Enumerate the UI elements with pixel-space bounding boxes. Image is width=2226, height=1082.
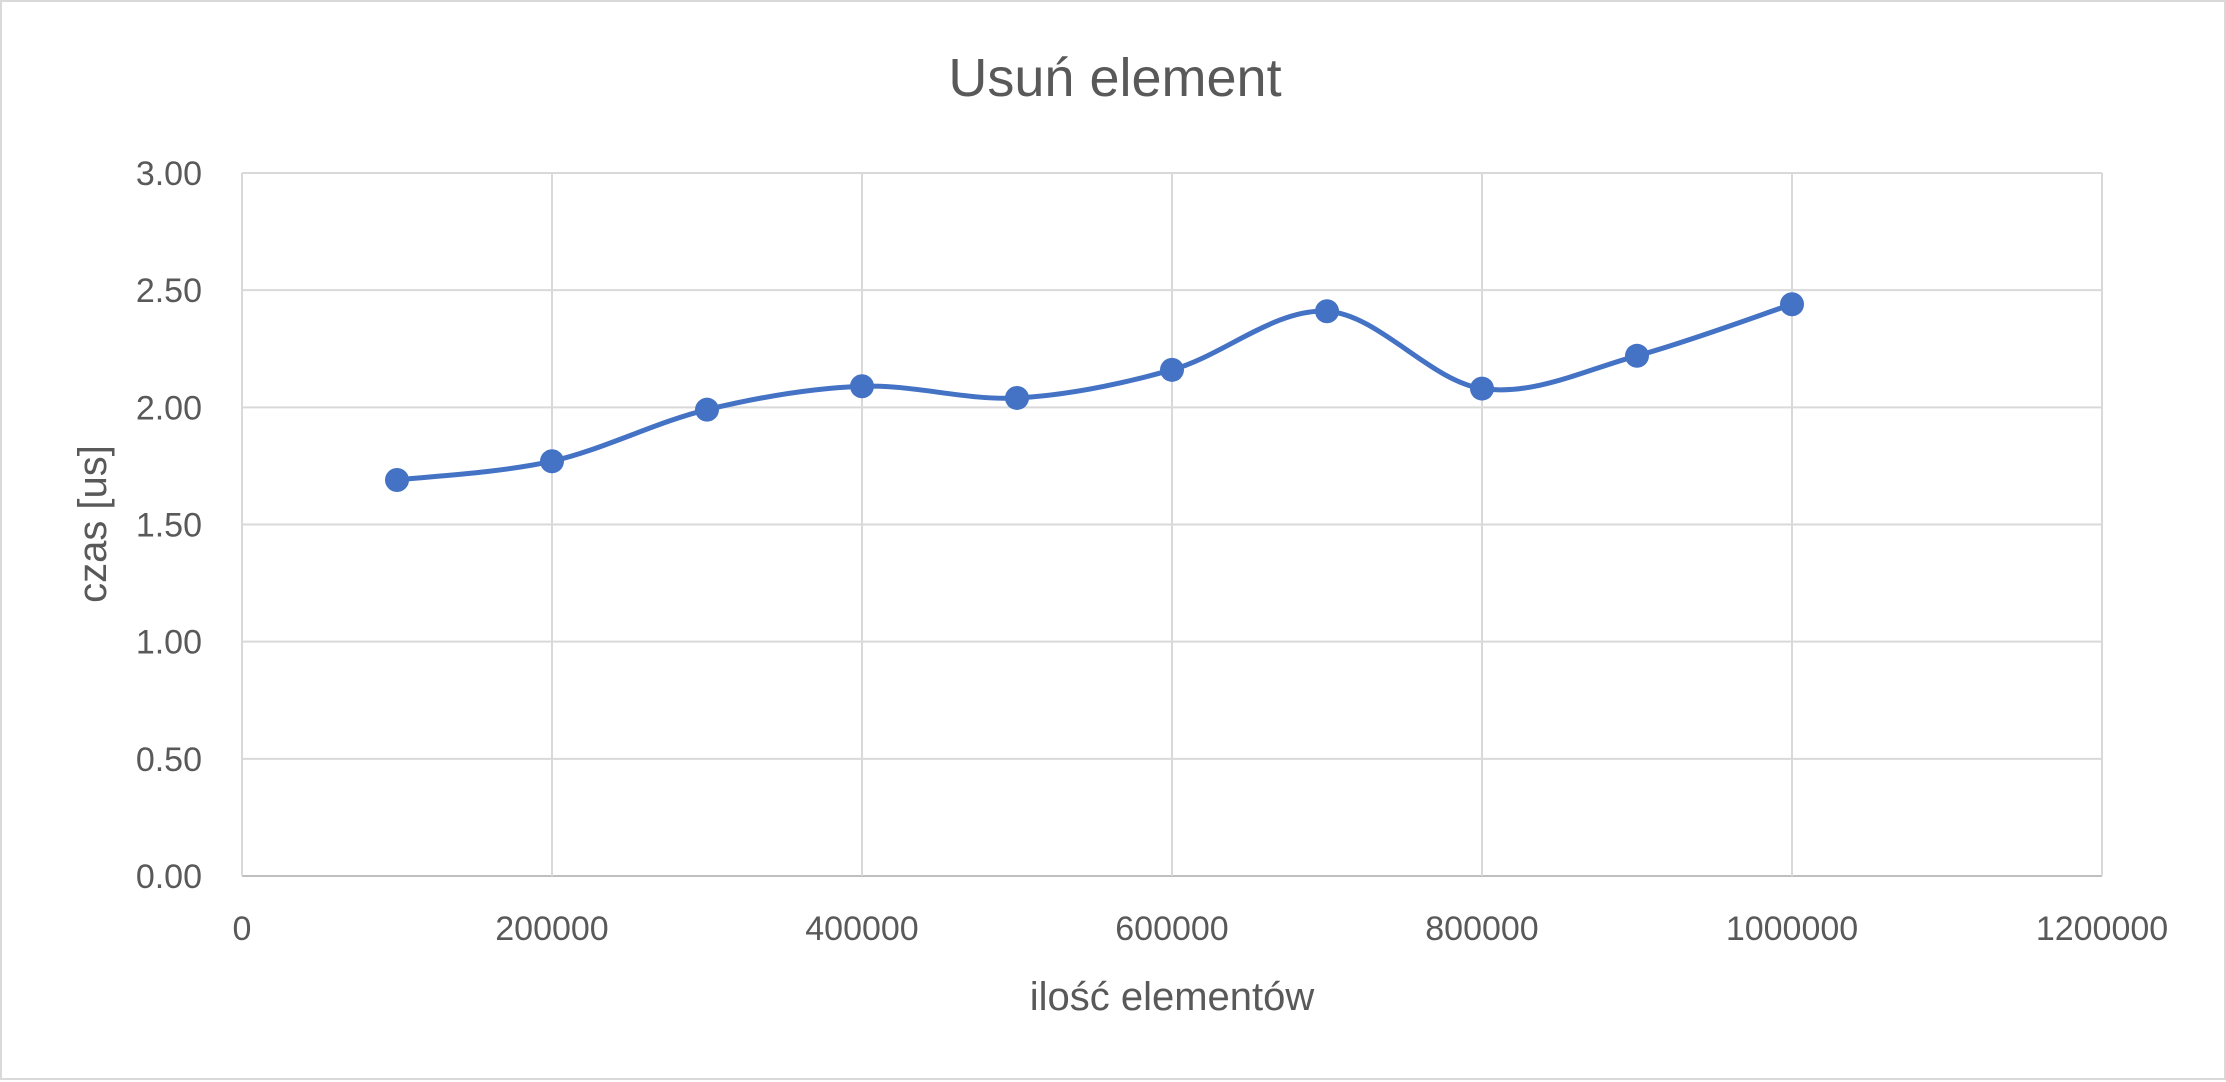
- y-tick-label: 2.00: [136, 389, 202, 427]
- y-tick-label: 0.50: [136, 741, 202, 779]
- x-axis-title: ilość elementów: [1030, 975, 1315, 1019]
- y-tick-label: 1.00: [136, 624, 202, 662]
- y-tick-label: 0.00: [136, 858, 202, 896]
- x-tick-label: 800000: [1425, 910, 1538, 948]
- data-point: [1160, 357, 1184, 382]
- y-tick-label: 2.50: [136, 272, 202, 310]
- data-point: [1315, 299, 1339, 324]
- data-point: [850, 374, 874, 399]
- series-line: [394, 301, 1795, 483]
- data-point: [1470, 376, 1494, 401]
- x-tick-label: 1000000: [1726, 910, 1858, 948]
- grid-lines: [241, 172, 2103, 877]
- data-point: [1005, 385, 1029, 410]
- data-point: [385, 467, 409, 492]
- x-tick-label: 600000: [1115, 910, 1228, 948]
- x-tick-label: 1200000: [2036, 910, 2168, 948]
- x-axis-tick-labels: 0 200000 400000 600000 800000 1000000 1200000: [233, 910, 2169, 948]
- series-group: [385, 292, 1804, 492]
- y-axis-tick-labels: 0.00 0.50 1.00 1.50 2.00 2.50 3.00: [136, 155, 202, 896]
- y-tick-label: 1.50: [136, 507, 202, 545]
- data-point: [1780, 292, 1804, 317]
- data-point: [540, 449, 564, 474]
- chart-title: Usuń element: [948, 48, 1281, 108]
- x-tick-label: 400000: [805, 910, 918, 948]
- x-tick-label: 200000: [495, 910, 608, 948]
- y-axis-title: czas [us]: [71, 445, 115, 603]
- y-tick-label: 3.00: [136, 155, 202, 193]
- data-point: [1625, 343, 1649, 368]
- x-tick-label: 0: [233, 910, 252, 948]
- data-point: [695, 397, 719, 422]
